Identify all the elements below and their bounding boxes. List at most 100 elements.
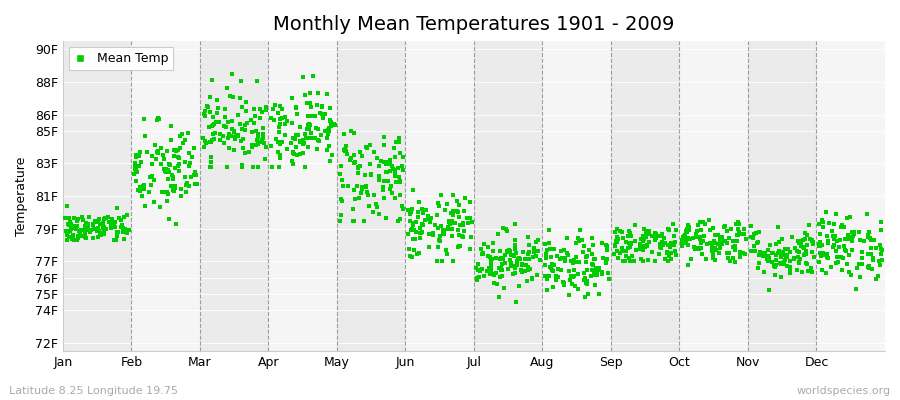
Point xyxy=(634,236,648,242)
Point xyxy=(493,255,508,262)
Point xyxy=(827,221,842,227)
Point xyxy=(500,228,514,234)
Point xyxy=(600,270,615,276)
Point xyxy=(108,218,122,225)
Point xyxy=(253,106,267,112)
Point xyxy=(346,130,361,136)
Point xyxy=(617,258,632,264)
Point xyxy=(836,254,850,261)
Point xyxy=(431,224,446,231)
Point xyxy=(301,135,315,141)
Point xyxy=(360,189,374,195)
Point xyxy=(707,238,722,245)
Point xyxy=(789,248,804,255)
Point xyxy=(831,253,845,260)
Point xyxy=(86,235,101,241)
Point xyxy=(778,257,792,264)
Point xyxy=(256,130,270,137)
Point xyxy=(845,229,859,236)
Point xyxy=(178,189,193,195)
Point xyxy=(502,256,517,263)
Point xyxy=(323,116,338,123)
Point xyxy=(273,103,287,109)
Point xyxy=(90,219,104,226)
Point xyxy=(568,254,582,260)
Point xyxy=(353,149,367,155)
Point xyxy=(121,212,135,218)
Point xyxy=(669,227,683,233)
Point xyxy=(344,155,358,162)
Point xyxy=(150,148,165,155)
Point xyxy=(661,258,675,264)
Point xyxy=(518,268,532,274)
Point xyxy=(216,132,230,139)
Point xyxy=(707,232,722,238)
Point xyxy=(167,165,182,171)
Point xyxy=(624,240,638,246)
Point xyxy=(406,236,420,242)
Point xyxy=(310,137,325,143)
Point xyxy=(788,256,802,262)
Point xyxy=(346,218,361,224)
Point xyxy=(752,249,767,256)
Point xyxy=(583,273,598,279)
Point xyxy=(585,260,599,267)
Point xyxy=(664,250,679,257)
Point xyxy=(130,187,145,194)
Point xyxy=(760,252,775,259)
Point xyxy=(872,258,886,264)
Point xyxy=(557,280,572,286)
Point xyxy=(99,226,113,232)
Point xyxy=(403,218,418,224)
Point xyxy=(333,171,347,177)
Point xyxy=(504,260,518,266)
Point xyxy=(464,219,479,225)
Point xyxy=(204,77,219,83)
Point xyxy=(586,242,600,248)
Point xyxy=(637,236,652,242)
Point xyxy=(234,78,248,84)
Point xyxy=(224,117,238,124)
Point xyxy=(409,219,423,226)
Point xyxy=(580,267,594,274)
Point xyxy=(400,231,415,238)
Point xyxy=(382,159,396,166)
Point xyxy=(93,230,107,236)
Point xyxy=(538,272,553,279)
Point xyxy=(87,226,102,232)
Point xyxy=(580,253,594,260)
Point xyxy=(688,246,702,253)
Point xyxy=(635,232,650,239)
Point xyxy=(469,264,483,271)
Point xyxy=(387,167,401,174)
Point xyxy=(873,242,887,248)
Point xyxy=(436,229,450,235)
Point xyxy=(230,132,245,138)
Point xyxy=(522,256,536,262)
Point xyxy=(562,277,577,284)
Point xyxy=(838,236,852,242)
Point xyxy=(756,250,770,256)
Point xyxy=(200,103,214,109)
Point xyxy=(77,223,92,229)
Point xyxy=(149,148,164,155)
Point xyxy=(792,249,806,255)
Point xyxy=(410,208,425,215)
Point xyxy=(272,129,286,136)
Point xyxy=(521,250,535,257)
Point xyxy=(172,161,186,167)
Point xyxy=(507,252,521,259)
Point xyxy=(336,183,350,190)
Point xyxy=(224,70,238,77)
Point xyxy=(142,174,157,180)
Bar xyxy=(611,41,680,351)
Point xyxy=(285,160,300,167)
Point xyxy=(662,253,676,259)
Point xyxy=(354,190,368,197)
Point xyxy=(724,226,739,232)
Point xyxy=(234,138,248,144)
Point xyxy=(229,132,243,138)
Point xyxy=(716,240,730,247)
Point xyxy=(292,151,307,157)
Point xyxy=(97,224,112,230)
